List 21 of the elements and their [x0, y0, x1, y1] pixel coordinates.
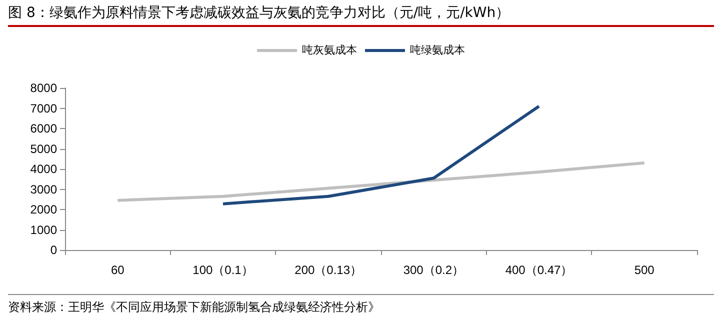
legend-label: 吨灰氨成本 — [302, 44, 357, 56]
text: 资料来源：王明华《不同应用场景下新能源制氢合成绿氨经济性分析》 — [8, 294, 714, 316]
x-tick-label: 400（0.47） — [505, 263, 573, 277]
y-tick-label: 8000 — [30, 81, 58, 95]
legend-label: 吨绿氨成本 — [410, 44, 465, 56]
y-tick-label: 0 — [50, 243, 58, 257]
x-tick-label: 100（0.1） — [192, 263, 254, 277]
y-tick-label: 7000 — [30, 101, 58, 116]
y-tick-label: 5000 — [30, 142, 58, 156]
x-tick-label: 500 — [634, 263, 655, 277]
y-tick-label: 4000 — [30, 162, 58, 176]
x-tick-label: 60 — [110, 263, 125, 277]
line-series — [222, 104, 540, 206]
y-tick-label: 1000 — [30, 222, 58, 237]
y-tick-label: 3000 — [30, 182, 58, 196]
chart-title: 图 8：绿氨作为原料情景下考虑减碳效益与灰氨的竞争力对比（元/吨，元/kWh） — [8, 4, 714, 27]
y-tick-label: 2000 — [30, 202, 58, 216]
x-tick-label: 200（0.13） — [294, 263, 362, 277]
y-tick-label: 6000 — [30, 122, 58, 136]
x-tick-label: 300（0.2） — [403, 263, 464, 277]
line-series — [116, 161, 646, 202]
